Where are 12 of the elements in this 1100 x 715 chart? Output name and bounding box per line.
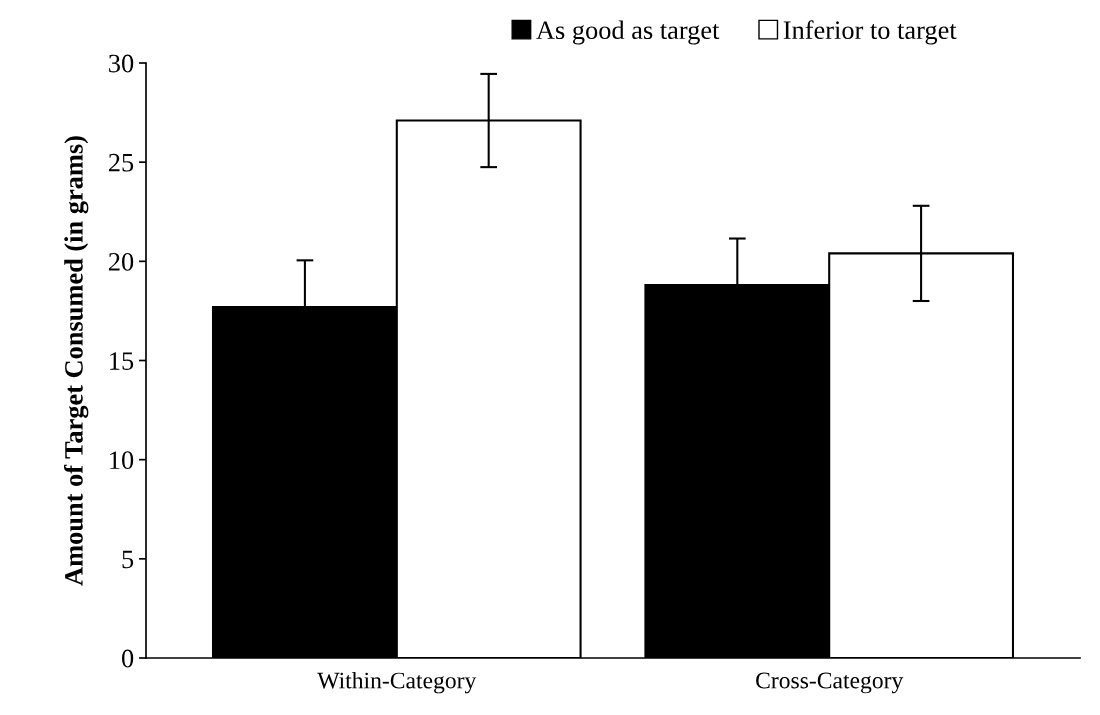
y-tick-label: 15 [110, 352, 134, 370]
legend-label: Inferior to target [783, 20, 957, 45]
x-tick-label: Within-Category [317, 671, 477, 694]
y-tick-label: 30 [109, 54, 134, 73]
y-tick-label: 0 [122, 649, 134, 668]
y-tick-label: 5 [122, 550, 134, 569]
x-tick-label: Cross-Category [756, 672, 904, 694]
y-tick-label: 25 [108, 153, 134, 172]
y-tick-label: 10 [110, 451, 134, 470]
legend-label: As good as target [536, 20, 720, 45]
y-axis-title: Amount of Target Consumed (in grams) [63, 136, 89, 586]
y-tick-label: 20 [108, 252, 134, 271]
